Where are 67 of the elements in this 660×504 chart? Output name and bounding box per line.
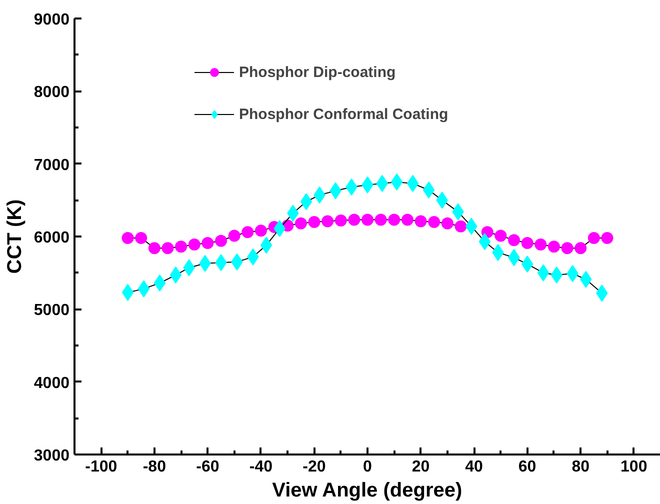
- point: [494, 230, 507, 242]
- point: [508, 234, 520, 246]
- x-tick-label: 20: [412, 458, 430, 476]
- point: [215, 234, 227, 247]
- point: [561, 242, 574, 254]
- point: [162, 242, 174, 254]
- y-tick-label: 8000: [34, 84, 70, 102]
- point: [521, 256, 534, 273]
- y-tick-label: 3000: [34, 448, 70, 464]
- point: [362, 214, 374, 226]
- x-tick-label: 60: [518, 458, 536, 476]
- point: [122, 232, 134, 244]
- point: [300, 193, 312, 210]
- point: [521, 237, 534, 250]
- y-tick-label: 6000: [34, 230, 70, 246]
- point: [548, 240, 560, 253]
- x-tick-label: 40: [465, 458, 484, 476]
- point: [148, 242, 160, 254]
- point: [406, 174, 419, 192]
- y-tick-label: 9000: [34, 12, 70, 28]
- point: [574, 242, 587, 254]
- point: [388, 214, 400, 226]
- x-tick-label: 100: [620, 458, 648, 476]
- point: [170, 266, 182, 284]
- point: [428, 216, 440, 228]
- x-tick-label: -60: [196, 458, 220, 476]
- x-tick-label: -100: [85, 458, 118, 476]
- point: [401, 214, 414, 226]
- point: [414, 215, 427, 228]
- legend-label: Phosphor Conformal Coating: [239, 106, 448, 122]
- point: [254, 224, 267, 237]
- point: [322, 215, 334, 228]
- point: [135, 232, 148, 244]
- point: [454, 220, 467, 232]
- legend-label: Phosphor Dip-coating: [239, 64, 396, 80]
- point: [242, 226, 254, 238]
- x-tick-label: 0: [363, 458, 372, 476]
- x-tick-label: 80: [572, 458, 590, 476]
- y-tick-label: 5000: [34, 302, 70, 320]
- point: [175, 240, 188, 253]
- point: [441, 217, 454, 230]
- point: [260, 236, 272, 254]
- point: [188, 238, 200, 250]
- point: [138, 280, 150, 298]
- point: [422, 181, 435, 198]
- x-tick-label: -80: [142, 458, 166, 476]
- point: [228, 230, 240, 242]
- x-axis-title: View Angle (degree): [272, 480, 462, 502]
- point: [308, 216, 320, 228]
- point: [601, 232, 614, 244]
- point: [122, 284, 134, 301]
- point: [537, 264, 550, 282]
- x-tick-label: -40: [249, 458, 273, 476]
- x-tick-label: -20: [302, 458, 326, 476]
- point: [334, 214, 347, 226]
- point: [390, 174, 403, 190]
- y-tick-label: 7000: [34, 156, 70, 174]
- y-axis-title: CCT (K): [4, 199, 26, 274]
- point: [348, 214, 360, 226]
- point: [534, 238, 547, 250]
- point: [588, 232, 600, 244]
- y-tick-label: 4000: [34, 374, 70, 392]
- point: [374, 214, 387, 226]
- point: [154, 274, 166, 292]
- point: [202, 237, 214, 250]
- point: [478, 233, 491, 250]
- point: [294, 217, 307, 230]
